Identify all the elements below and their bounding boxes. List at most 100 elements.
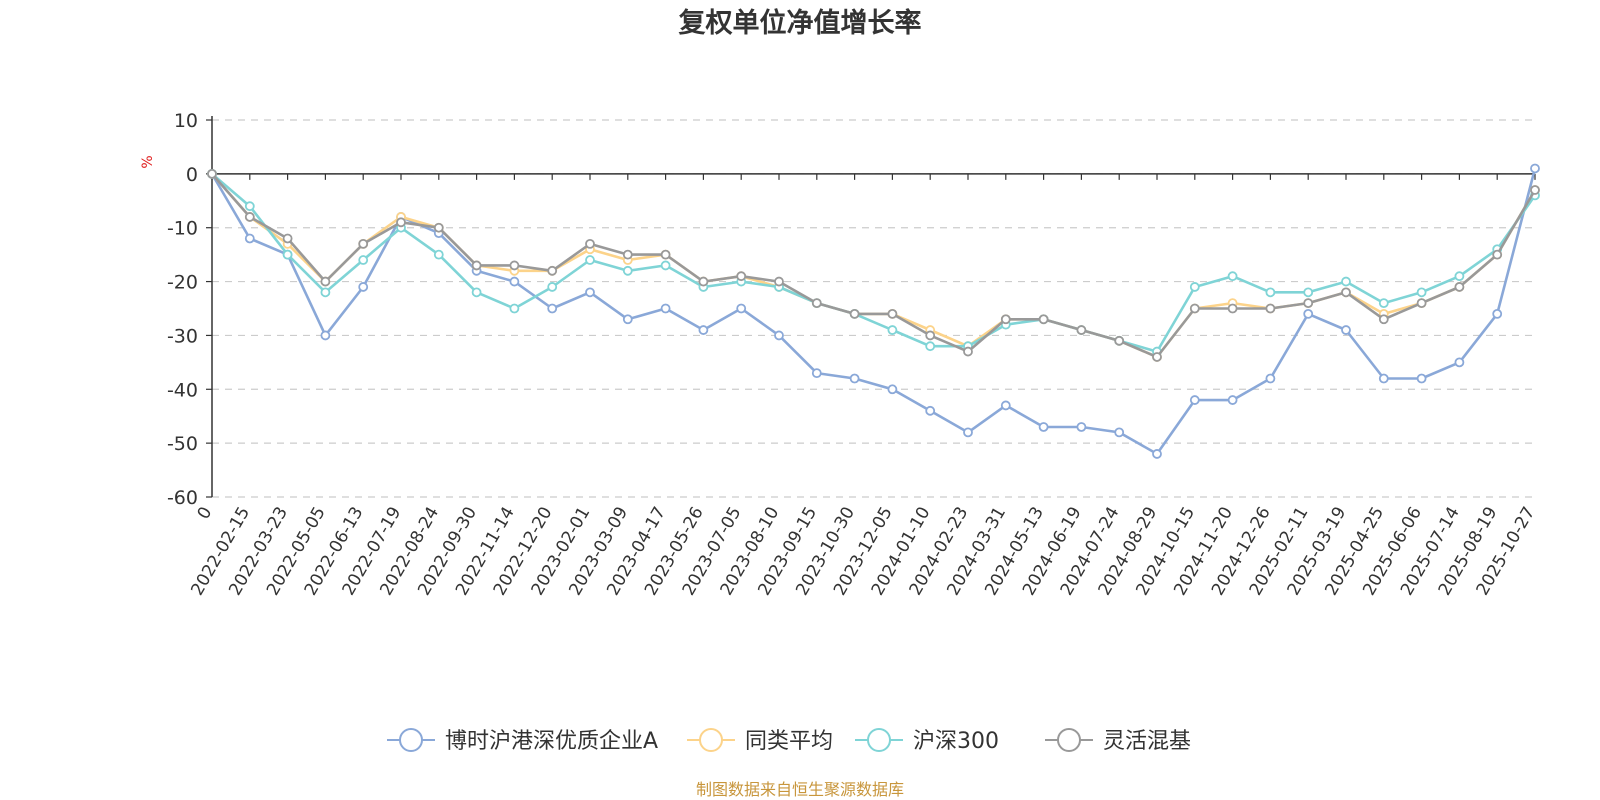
data-point <box>1303 308 1314 319</box>
data-point <box>622 265 633 276</box>
data-point <box>1000 400 1011 411</box>
y-tick-label: -10 <box>167 218 198 240</box>
data-point <box>1454 282 1465 292</box>
data-point <box>1341 276 1351 287</box>
legend-item-3[interactable]: 灵活混基 <box>1045 728 1191 754</box>
data-point <box>622 249 633 260</box>
series-line <box>210 172 1537 359</box>
data-point <box>244 212 255 222</box>
data-point <box>811 368 822 379</box>
series-line <box>210 172 1537 359</box>
data-point <box>1038 422 1049 432</box>
data-point <box>887 308 898 319</box>
data-point <box>660 249 671 260</box>
data-point <box>1114 427 1125 438</box>
data-point <box>811 298 822 309</box>
data-point <box>1416 287 1427 298</box>
data-point <box>1492 308 1503 319</box>
data-point <box>1038 314 1049 325</box>
data-point <box>1416 298 1427 309</box>
data-point <box>1454 271 1465 282</box>
data-point <box>585 238 595 249</box>
data-point <box>471 260 482 271</box>
legend-marker-icon <box>1057 728 1081 752</box>
data-point <box>1076 325 1087 335</box>
data-point <box>471 287 482 298</box>
data-point <box>396 217 406 228</box>
data-point <box>282 233 293 244</box>
data-point <box>320 276 331 287</box>
data-point <box>547 265 558 276</box>
data-point <box>887 325 898 335</box>
y-tick-label: 0 <box>186 164 198 186</box>
data-point <box>1227 395 1238 405</box>
data-point <box>1530 185 1540 195</box>
legend-label: 博时沪港深优质企业A <box>445 729 658 754</box>
data-point <box>1492 249 1503 260</box>
data-point <box>1000 314 1011 325</box>
data-point <box>282 249 293 260</box>
data-point <box>774 330 784 341</box>
data-point <box>358 238 369 249</box>
data-point <box>1454 357 1465 368</box>
data-point <box>660 260 671 271</box>
data-point <box>1227 271 1238 282</box>
data-point <box>1378 314 1389 325</box>
data-point <box>925 330 936 341</box>
y-tick-label: -20 <box>167 272 198 294</box>
chart-title: 复权单位净值增长率 <box>679 7 922 39</box>
y-tick-label: -60 <box>167 487 198 509</box>
data-point <box>1189 282 1200 292</box>
series-3 <box>207 168 1540 362</box>
legend-label: 沪深300 <box>913 729 999 754</box>
data-point <box>244 201 255 212</box>
data-point <box>1530 163 1540 174</box>
data-point <box>774 276 784 287</box>
gridlines <box>212 119 1535 498</box>
data-point <box>547 303 558 314</box>
data-point <box>925 405 936 416</box>
legend-item-2[interactable]: 沪深300 <box>855 728 999 754</box>
legend[interactable]: 博时沪港深优质企业A 同类平均 沪深300 灵活混基 <box>387 728 1191 754</box>
data-point <box>1265 373 1276 384</box>
axes: 100-10-20-30-40-50-6002022-02-152022-03-… <box>167 110 1539 599</box>
legend-marker-icon <box>699 728 723 752</box>
data-point <box>358 282 369 292</box>
data-point <box>358 255 369 265</box>
data-point <box>963 346 973 357</box>
y-tick-label: -50 <box>167 433 198 455</box>
legend-label: 同类平均 <box>745 729 833 754</box>
legend-item-1[interactable]: 同类平均 <box>687 728 833 754</box>
y-tick-label: -40 <box>167 379 198 401</box>
data-point <box>1341 287 1351 298</box>
data-point <box>320 287 331 298</box>
data-point <box>1265 303 1276 314</box>
data-point <box>547 282 558 292</box>
legend-marker-icon <box>399 728 423 752</box>
data-point <box>433 222 444 233</box>
legend-marker-icon <box>867 728 891 752</box>
data-source-note: 制图数据来自恒生聚源数据库 <box>696 780 904 799</box>
data-point <box>1303 287 1314 298</box>
data-point <box>1152 352 1162 362</box>
legend-item-0[interactable]: 博时沪港深优质企业A <box>387 728 658 754</box>
data-point <box>963 427 973 438</box>
data-point <box>1303 298 1314 309</box>
x-tick-label: 0 <box>194 504 217 523</box>
data-point <box>1189 395 1200 405</box>
data-point <box>433 249 444 260</box>
data-point <box>1378 373 1389 384</box>
y-tick-label: -30 <box>167 325 198 347</box>
data-point <box>925 341 936 352</box>
data-point <box>660 303 671 314</box>
data-point <box>1227 303 1238 314</box>
data-point <box>849 308 860 319</box>
data-point <box>509 276 520 287</box>
data-point <box>698 276 709 287</box>
data-point <box>1265 287 1276 298</box>
data-point <box>1416 373 1427 384</box>
series-lines <box>207 163 1540 459</box>
y-axis-unit: % <box>140 155 156 168</box>
legend-label: 灵活混基 <box>1103 729 1191 754</box>
data-point <box>887 384 898 395</box>
